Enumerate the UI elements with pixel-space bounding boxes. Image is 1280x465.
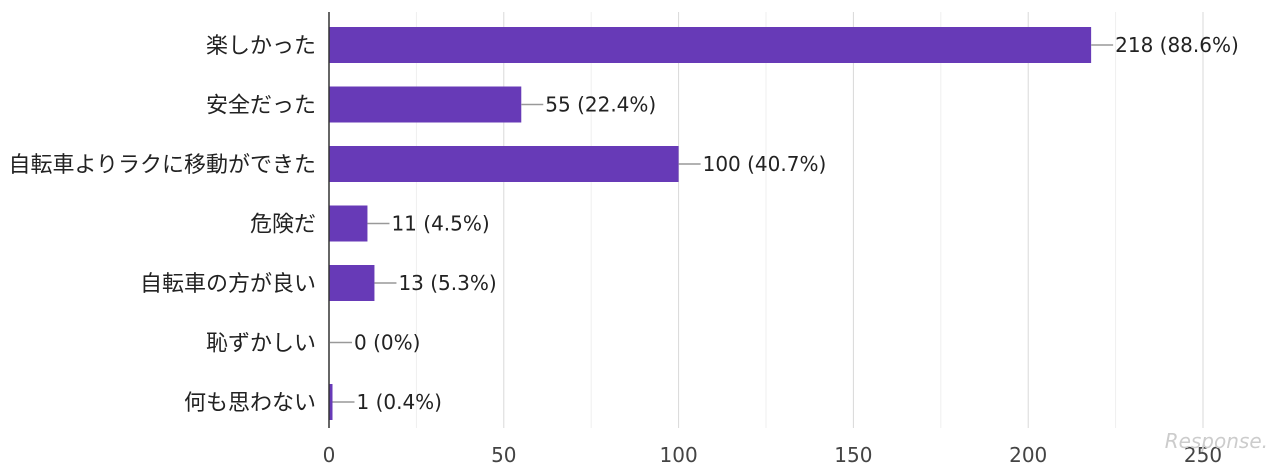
bars	[329, 27, 1092, 420]
data-label: 1 (0.4%)	[356, 390, 442, 414]
category-label: 安全だった	[206, 94, 316, 119]
bar	[329, 86, 522, 123]
category-label: 楽しかった	[206, 34, 316, 59]
data-label: 55 (22.4%)	[545, 93, 656, 117]
x-tick-label: 0	[323, 443, 336, 465]
category-label: 自転車よりラクに移動ができた	[8, 153, 316, 178]
data-label: 218 (88.6%)	[1115, 33, 1239, 57]
category-label: 自転車の方が良い	[140, 272, 316, 297]
x-tick-label: 100	[660, 443, 698, 465]
watermark-logo: Response.	[1165, 429, 1268, 453]
x-tick-label: 150	[834, 443, 872, 465]
category-label: 危険だ	[250, 213, 316, 238]
bar	[329, 146, 679, 182]
grid-lines	[415, 12, 1204, 428]
category-label: 恥ずかしい	[206, 332, 316, 357]
category-label: 何も思わない	[184, 391, 316, 416]
data-label: 11 (4.5%)	[391, 212, 489, 236]
data-label: 0 (0%)	[354, 331, 420, 355]
data-label: 13 (5.3%)	[398, 271, 496, 295]
data-label: 100 (40.7%)	[703, 152, 827, 176]
bar	[329, 205, 368, 242]
bar	[329, 265, 375, 301]
bar	[329, 384, 333, 420]
x-tick-label: 50	[491, 443, 516, 465]
bar	[329, 27, 1092, 63]
labels: 0 50 100 150 200 250 楽しかった 218 (88.6%) 安全だった 55 (…	[8, 33, 1238, 465]
x-tick-label: 200	[1009, 443, 1047, 465]
x-tick-label: 250	[1184, 443, 1222, 465]
